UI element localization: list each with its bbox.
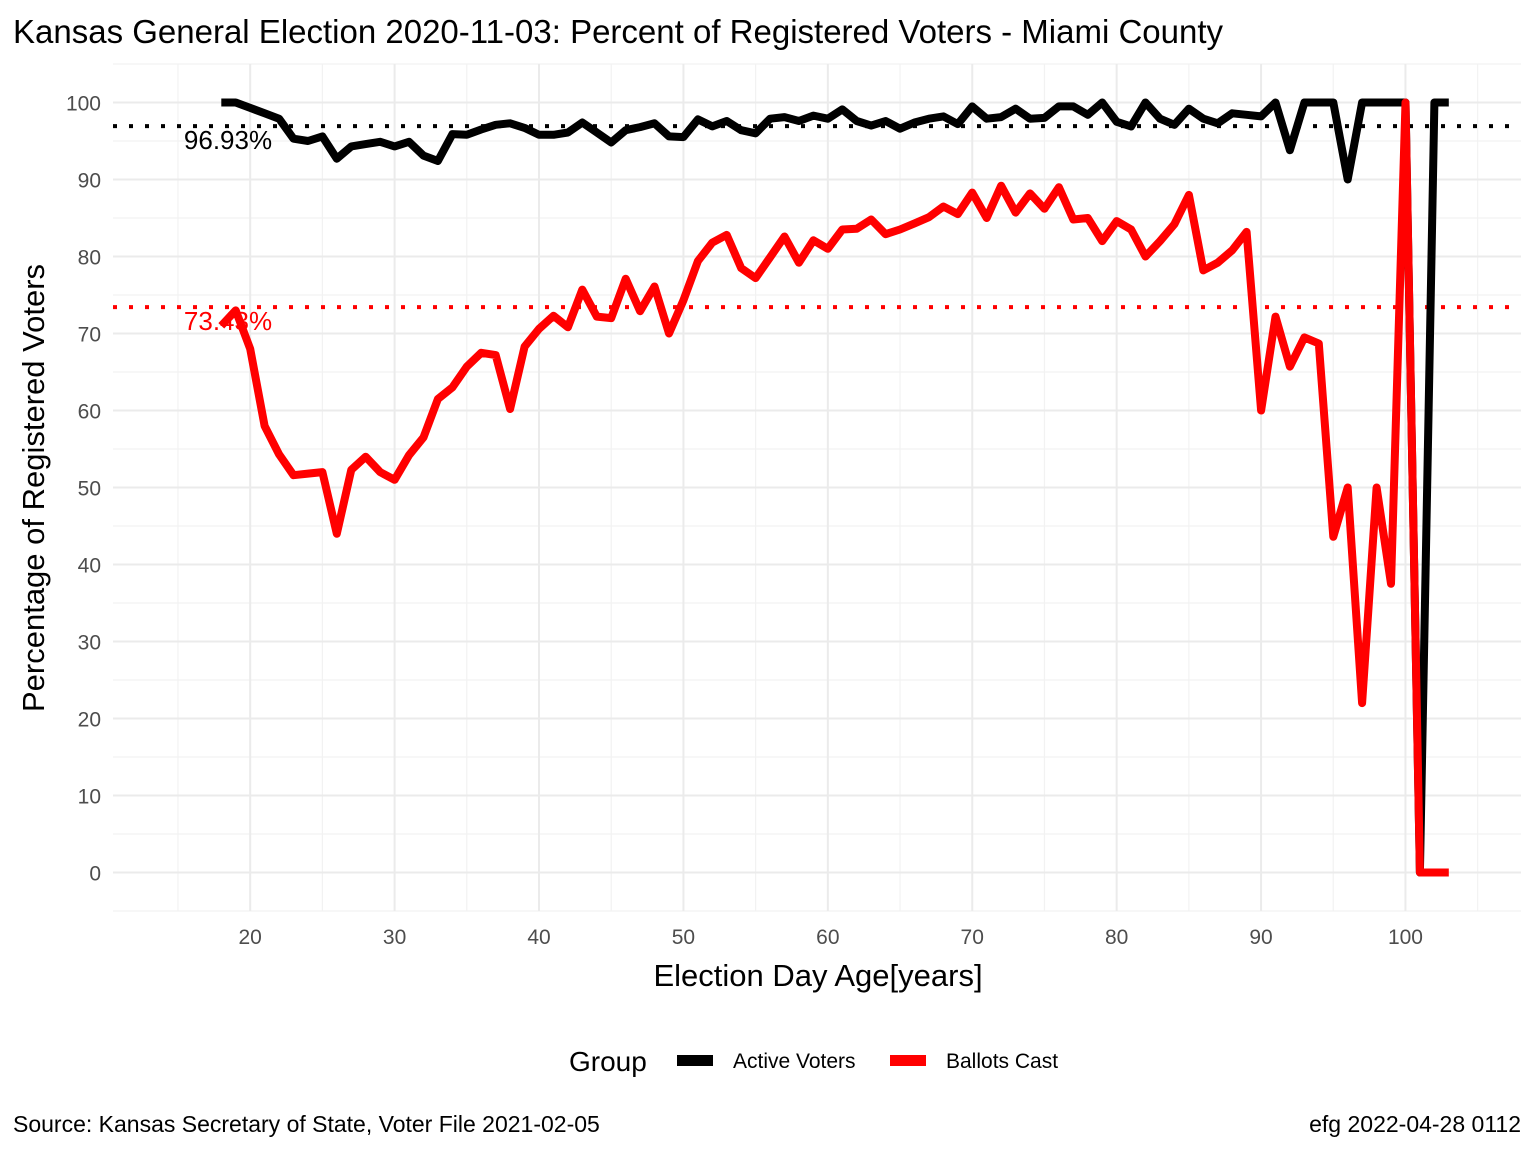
x-axis-title: Election Day Age[years] xyxy=(653,958,982,993)
legend: Group Active Voters Ballots Cast xyxy=(569,1046,1058,1077)
y-tick-label: 20 xyxy=(78,709,101,732)
caption-source: Source: Kansas Secretary of State, Voter… xyxy=(13,1111,600,1137)
y-tick-label: 90 xyxy=(78,170,101,193)
x-tick-label: 70 xyxy=(961,926,984,949)
grid-minor xyxy=(113,63,1521,912)
reference-labels: 96.93% 73.43% xyxy=(184,125,272,336)
x-tick-label: 90 xyxy=(1249,926,1272,949)
series-line-active-voters xyxy=(221,98,1449,877)
x-tick-label: 60 xyxy=(816,926,839,949)
y-tick-label: 30 xyxy=(78,632,101,655)
x-tick-label: 20 xyxy=(239,926,262,949)
legend-key-ballots-cast xyxy=(890,1055,926,1066)
series-line-ballots-cast xyxy=(218,98,1449,877)
y-tick-label: 50 xyxy=(78,478,101,501)
y-tick-label: 80 xyxy=(78,247,101,270)
x-tick-label: 100 xyxy=(1388,926,1423,949)
x-tick-label: 40 xyxy=(527,926,550,949)
caption-credit: efg 2022-04-28 0112 xyxy=(1309,1111,1521,1137)
series-lines xyxy=(218,98,1449,877)
x-tick-label: 30 xyxy=(383,926,406,949)
chart-title: Kansas General Election 2020-11-03: Perc… xyxy=(13,13,1224,50)
y-tick-label: 60 xyxy=(78,401,101,424)
y-tick-label: 10 xyxy=(78,786,101,809)
x-tick-label: 50 xyxy=(672,926,695,949)
reference-label: 73.43% xyxy=(184,306,272,336)
legend-title: Group xyxy=(569,1046,647,1077)
y-tick-label: 40 xyxy=(78,555,101,578)
y-tick-labels: 0 10 20 30 40 50 60 70 80 90 100 xyxy=(66,93,101,886)
reference-lines xyxy=(113,124,1521,310)
reference-label: 96.93% xyxy=(184,125,272,155)
legend-key-active-voters xyxy=(677,1055,713,1066)
legend-label-active-voters: Active Voters xyxy=(733,1050,856,1073)
y-tick-label: 0 xyxy=(89,863,101,886)
x-tick-label: 80 xyxy=(1105,926,1128,949)
y-axis-title: Percentage of Registered Voters xyxy=(16,264,51,712)
y-tick-label: 70 xyxy=(78,324,101,347)
x-tick-labels: 20 30 40 50 60 70 80 90 100 xyxy=(239,926,1423,949)
legend-label-ballots-cast: Ballots Cast xyxy=(946,1050,1058,1073)
y-tick-label: 100 xyxy=(66,93,101,116)
